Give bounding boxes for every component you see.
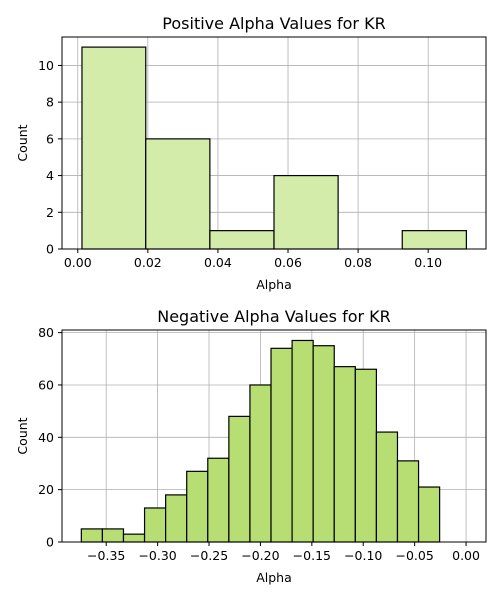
histogram-bar [81,46,147,250]
histogram-bar [101,528,125,543]
axes-frame [61,329,487,543]
x-tick-label: 0.00 [452,548,480,563]
y-tick-label: 0 [46,242,54,257]
x-ticks: −0.35 −0.30 −0.25 −0.20 −0.15 −0.10 −0.05 0.00 [87,542,480,563]
y-ticks: 0 2 4 6 8 10 [38,58,62,257]
chart-title: Negative Alpha Values for KR [157,307,391,326]
bars [80,339,441,543]
x-axis-label: Alpha [256,277,292,292]
histogram-bar [333,366,356,543]
negative-alpha-histogram: −0.35 −0.30 −0.25 −0.20 −0.15 −0.10 −0.05 0.00 0… [15,307,487,585]
y-tick-label: 4 [46,168,54,183]
histogram-bar [228,415,251,543]
histogram-bar [209,230,275,250]
histogram-bar [291,339,314,543]
axes-frame [61,36,487,250]
x-tick-label: 0.10 [414,255,442,270]
y-tick-label: 6 [46,131,54,146]
histogram-bar [417,486,441,543]
positive-alpha-histogram: 0.00 0.02 0.04 0.06 0.08 0.10 0 2 4 6 8 10 Positive … [15,14,487,292]
histogram-bar [249,384,272,543]
x-tick-label: 0.00 [64,255,92,270]
y-tick-label: 80 [38,325,54,340]
histogram-bar [143,507,167,543]
histogram-bar [354,368,378,543]
y-tick-label: 8 [46,95,54,110]
x-tick-label: −0.30 [138,548,176,563]
y-tick-label: 2 [46,205,54,220]
histogram-bar [312,345,335,543]
histogram-bar [401,230,467,250]
y-tick-label: 10 [38,58,54,73]
x-tick-label: 0.08 [344,255,372,270]
y-tick-label: 0 [46,535,54,550]
x-axis-label: Alpha [256,570,292,585]
y-ticks: 0 20 40 60 80 [38,325,62,550]
y-axis-label: Count [15,124,30,161]
histogram-bar [80,528,104,543]
histogram-bar [186,470,209,543]
histogram-bar [207,457,230,543]
histogram-bar [145,138,211,250]
histogram-bar [396,460,420,543]
x-ticks: 0.00 0.02 0.04 0.06 0.08 0.10 [64,249,442,270]
x-tick-label: −0.25 [190,548,228,563]
x-tick-label: −0.15 [293,548,331,563]
y-tick-label: 20 [38,482,54,497]
histogram-bar [273,174,339,250]
x-tick-label: −0.05 [395,548,433,563]
histogram-bar [375,431,399,543]
histogram-bar [165,494,188,543]
x-tick-label: −0.20 [241,548,279,563]
bars [81,46,467,250]
x-tick-label: 0.06 [274,255,302,270]
y-axis-label: Count [15,417,30,454]
y-tick-label: 60 [38,377,54,392]
histogram-bar [270,347,293,543]
x-tick-label: 0.02 [134,255,162,270]
histogram-bar [122,533,146,543]
x-tick-label: −0.10 [344,548,382,563]
x-tick-label: −0.35 [87,548,125,563]
chart-title: Positive Alpha Values for KR [162,14,385,33]
x-tick-label: 0.04 [204,255,232,270]
y-tick-label: 40 [38,430,54,445]
